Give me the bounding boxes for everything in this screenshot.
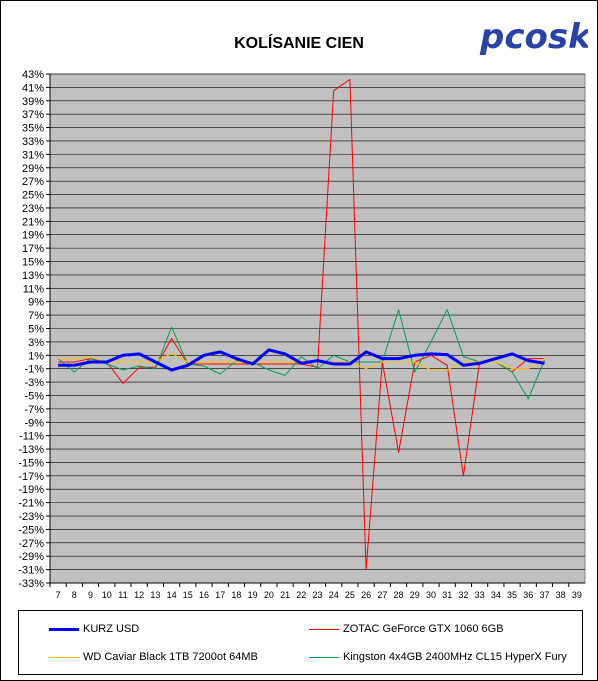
y-tick-label: 11% <box>23 283 44 295</box>
x-tick-label: 12 <box>134 590 144 600</box>
x-tick-label: 23 <box>312 590 322 600</box>
x-tick-label: 13 <box>150 590 160 600</box>
x-tick-label: 30 <box>426 590 436 600</box>
x-tick-label: 17 <box>215 590 225 600</box>
chart-title: KOLÍSANIE CIEN <box>234 35 364 52</box>
x-tick-label: 26 <box>361 590 371 600</box>
y-tick-label: -1% <box>24 364 44 376</box>
y-tick-label: -23% <box>18 511 44 523</box>
x-tick-label: 36 <box>523 590 533 600</box>
y-tick-label: 17% <box>22 243 44 255</box>
y-tick-label: 19% <box>22 230 44 242</box>
x-tick-label: 16 <box>199 590 209 600</box>
y-tick-label: -29% <box>18 551 44 563</box>
y-tick-label: 37% <box>22 109 44 121</box>
legend-label: ZOTAC GeForce GTX 1060 6GB <box>343 623 504 635</box>
x-tick-label: 8 <box>72 590 77 600</box>
y-tick-label: 39% <box>22 96 44 108</box>
x-tick-label: 37 <box>539 590 549 600</box>
legend-swatch <box>49 627 79 631</box>
y-tick-label: 25% <box>22 190 44 202</box>
series-line-kurz-usd <box>58 348 545 372</box>
y-tick-label: -25% <box>18 524 44 536</box>
y-tick-label: -17% <box>18 471 44 483</box>
x-tick-label: 21 <box>280 590 290 600</box>
x-tick-label: 38 <box>556 590 566 600</box>
y-tick-label: 41% <box>22 82 44 94</box>
y-tick-label: 21% <box>22 216 44 228</box>
x-tick-label: 15 <box>183 590 193 600</box>
y-tick-label: -7% <box>24 404 44 416</box>
y-tick-label: 13% <box>22 270 44 282</box>
y-tick-label: 33% <box>22 136 44 148</box>
legend-item-zotac: ZOTAC GeForce GTX 1060 6GB <box>309 621 504 637</box>
x-tick-label: 33 <box>475 590 485 600</box>
y-tick-label: -15% <box>18 457 44 469</box>
series-line-kingston-4x4gb-2400mhz-cl15-hyperx-fury <box>57 309 545 400</box>
x-tick-label: 7 <box>56 590 61 600</box>
x-tick-label: 20 <box>264 590 274 600</box>
x-tick-label: 35 <box>507 590 517 600</box>
y-tick-label: 3% <box>28 337 44 349</box>
chart-legend: KURZ USD ZOTAC GeForce GTX 1060 6GB WD C… <box>18 610 583 675</box>
y-tick-label: -21% <box>18 498 44 510</box>
y-tick-label: -11% <box>19 431 44 443</box>
legend-swatch <box>49 656 79 658</box>
y-tick-label: 9% <box>28 297 44 309</box>
line-chart: 43%41%39%37%35%33%31%29%27%25%23%21%19%1… <box>18 69 586 600</box>
x-tick-label: 14 <box>167 590 177 600</box>
legend-item-kingston: Kingston 4x4GB 2400MHz CL15 HyperX Fury <box>309 649 567 665</box>
x-tick-label: 19 <box>248 590 258 600</box>
y-tick-label: 15% <box>22 257 44 269</box>
x-tick-label: 11 <box>118 590 127 600</box>
x-tick-label: 9 <box>88 590 93 600</box>
y-tick-label: 35% <box>22 123 44 135</box>
y-tick-label: -27% <box>18 538 44 550</box>
y-tick-label: 7% <box>28 310 44 322</box>
y-tick-label: 43% <box>22 69 44 81</box>
y-tick-label: 23% <box>22 203 44 215</box>
y-tick-label: -31% <box>18 565 44 577</box>
y-tick-label: -3% <box>24 377 44 389</box>
legend-swatch <box>309 628 339 630</box>
y-tick-label: 1% <box>28 350 44 362</box>
legend-swatch <box>309 656 339 658</box>
x-tick-label: 34 <box>491 590 501 600</box>
legend-label: Kingston 4x4GB 2400MHz CL15 HyperX Fury <box>343 651 567 663</box>
legend-item-wd: WD Caviar Black 1TB 7200ot 64MB <box>49 649 258 665</box>
legend-label: WD Caviar Black 1TB 7200ot 64MB <box>83 651 258 663</box>
x-tick-label: 29 <box>410 590 420 600</box>
x-tick-label: 39 <box>572 590 582 600</box>
legend-item-kurz-usd: KURZ USD <box>49 621 139 637</box>
x-tick-label: 32 <box>458 590 468 600</box>
x-tick-label: 31 <box>442 590 452 600</box>
y-tick-label: 5% <box>28 324 44 336</box>
x-tick-label: 25 <box>345 590 355 600</box>
x-tick-label: 28 <box>394 590 404 600</box>
x-tick-label: 18 <box>231 590 241 600</box>
y-tick-label: 29% <box>22 163 44 175</box>
y-tick-label: 31% <box>22 149 44 161</box>
x-tick-label: 22 <box>296 590 306 600</box>
x-tick-label: 10 <box>102 590 112 600</box>
y-tick-label: -19% <box>18 484 44 496</box>
y-tick-label: -5% <box>24 390 44 402</box>
y-tick-label: -33% <box>18 578 44 590</box>
y-tick-label: 27% <box>22 176 44 188</box>
y-tick-label: -9% <box>24 417 44 429</box>
pcosk-logo: pcosk <box>478 16 588 58</box>
x-tick-label: 24 <box>329 590 339 600</box>
legend-label: KURZ USD <box>83 623 140 635</box>
logo-text: pcosk <box>479 17 588 57</box>
y-tick-label: -13% <box>18 444 44 456</box>
x-tick-label: 27 <box>377 590 387 600</box>
